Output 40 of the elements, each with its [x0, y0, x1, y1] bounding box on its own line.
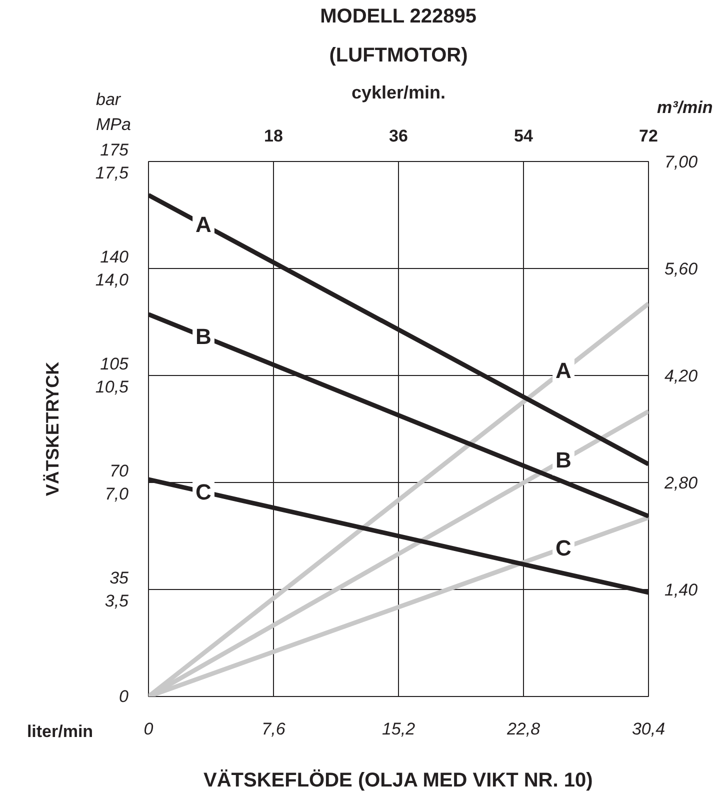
x2-axis-title: cykler/min. — [351, 82, 446, 102]
y2-tick-label: 5,60 — [664, 260, 698, 278]
text: MPa — [96, 115, 131, 135]
series-label: C — [196, 479, 212, 504]
series-label: B — [196, 324, 212, 350]
x-tick-label: 15,2 — [382, 720, 416, 738]
x2-tick-label: 54 — [514, 126, 534, 146]
series-label: A — [196, 212, 212, 238]
y-tick-label: 105 — [100, 354, 130, 374]
text: bar — [96, 90, 121, 110]
y2-tick-label: 1,40 — [664, 580, 698, 600]
x-tick-label: 0 — [144, 720, 154, 738]
y2-tick-label: 7,00 — [664, 152, 698, 172]
y-tick-label: 140 — [100, 248, 130, 267]
x-axis-title: VÄTSKEFLÖDE (OLJA MED VIKT NR. 10) — [203, 768, 593, 792]
x-tick-label: 30,4 — [632, 720, 666, 738]
y2-axis-title: m³/min — [657, 98, 713, 118]
y3-tick-label: 7,0 — [104, 484, 130, 504]
x2-tick-label: 18 — [264, 126, 283, 146]
y-tick-label: 70 — [110, 462, 130, 481]
y3-tick-label: 3,5 — [104, 591, 130, 610]
text: liter/min — [26, 722, 94, 742]
x2-tick-label: 72 — [639, 126, 658, 146]
y-tick-label: 175 — [100, 140, 130, 160]
x2-tick-label: 36 — [389, 126, 408, 146]
y-axis-title: VÄTSKETRYCK — [42, 362, 62, 496]
chart-title: MODELL 222895 — [320, 6, 477, 28]
chart-subtitle: (LUFTMOTOR) — [329, 44, 468, 66]
y2-tick-label: 2,80 — [664, 474, 698, 492]
y3-tick-label: 17,5 — [95, 163, 130, 182]
series-label: B — [556, 447, 572, 472]
y3-tick-label: 14,0 — [95, 270, 130, 290]
y-tick-label: 0 — [119, 687, 130, 706]
x-tick-label: 7,6 — [262, 720, 286, 738]
y3-tick-label: 10,5 — [95, 377, 130, 396]
x-tick-label: 22,8 — [506, 720, 541, 738]
y2-tick-label: 4,20 — [664, 366, 698, 386]
y-tick-label: 35 — [110, 568, 130, 588]
series-label: C — [556, 536, 572, 561]
series-label: A — [556, 358, 572, 383]
